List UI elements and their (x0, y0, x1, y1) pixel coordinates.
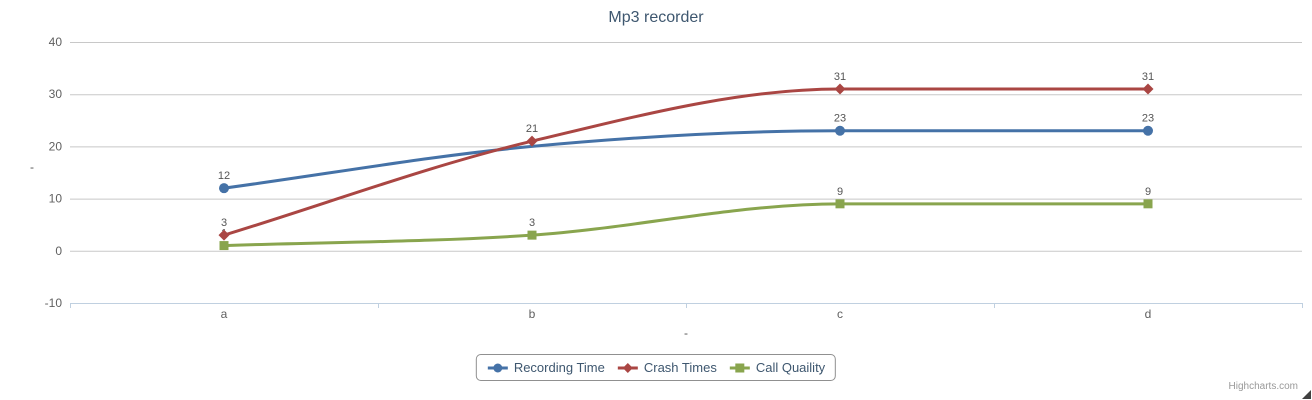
legend-marker-diamond-icon (617, 362, 638, 373)
data-label-crash-times: 31 (1142, 71, 1154, 83)
resize-handle-icon[interactable] (1302, 390, 1311, 399)
data-point-marker-crash-times[interactable] (834, 83, 846, 95)
xaxis-tick-label: d (1145, 307, 1152, 321)
data-point-marker-recording-time[interactable] (219, 183, 229, 194)
legend-label: Call Quaility (755, 360, 826, 375)
series-recording-time: 12 23 23 (218, 113, 1154, 194)
data-point-marker-call-quaility[interactable] (1143, 199, 1153, 209)
yaxis-title: - (30, 160, 34, 174)
legend: Recording Time Crash Times Call Quaility (475, 354, 837, 381)
highcharts-credit[interactable]: Highcharts.com (1228, 381, 1298, 392)
legend-item-recording-time[interactable]: Recording Time (487, 360, 605, 375)
legend-marker-circle-icon (487, 363, 508, 372)
data-point-marker-crash-times[interactable] (1142, 83, 1154, 95)
yaxis-tick-label: 0 (55, 244, 62, 258)
data-point-marker-recording-time[interactable] (1143, 125, 1153, 136)
yaxis-tick-label: -10 (45, 296, 63, 310)
data-point-marker-recording-time[interactable] (835, 125, 845, 136)
xaxis-tick-label: c (837, 307, 843, 321)
xaxis-tick-label: b (529, 307, 536, 321)
yaxis-tick-label: 20 (49, 139, 63, 153)
legend-label: Recording Time (513, 360, 605, 375)
data-point-marker-call-quaility[interactable] (219, 241, 229, 251)
data-label-call-quaility: 9 (837, 186, 843, 198)
data-label-call-quaility: 3 (529, 217, 535, 229)
data-label-call-quaility: 9 (1145, 186, 1151, 198)
legend-item-crash-times[interactable]: Crash Times (617, 360, 717, 375)
yaxis-tick-label: 10 (49, 192, 63, 206)
legend-item-call-quaility[interactable]: Call Quaility (729, 360, 825, 375)
series-call-quaility: 1399 (219, 186, 1153, 251)
data-label-recording-time: 12 (218, 170, 230, 182)
data-label-crash-times: 3 (221, 217, 227, 229)
data-point-marker-crash-times[interactable] (526, 135, 538, 147)
legend-label: Crash Times (643, 360, 717, 375)
series-line-recording-time[interactable] (222, 129, 1150, 190)
data-label-crash-times: 31 (834, 71, 846, 83)
series-line-call-quaility[interactable] (222, 202, 1150, 248)
data-label-recording-time: 23 (1142, 113, 1154, 125)
data-point-marker-crash-times[interactable] (218, 229, 230, 241)
series-line-crash-times[interactable] (222, 87, 1150, 237)
data-label-recording-time: 23 (834, 113, 846, 125)
series-crash-times: 3 21 31 31 (218, 71, 1154, 241)
legend-marker-square-icon (729, 363, 750, 372)
data-point-marker-call-quaility[interactable] (527, 230, 537, 240)
yaxis-tick-label: 30 (49, 87, 63, 101)
yaxis-tick-label: 40 (49, 35, 63, 49)
chart-title: Mp3 recorder (608, 9, 704, 26)
data-label-crash-times: 21 (526, 123, 538, 135)
data-point-marker-call-quaility[interactable] (835, 199, 845, 209)
xaxis-tick-label: a (221, 307, 228, 321)
xaxis-title: - (684, 326, 688, 340)
